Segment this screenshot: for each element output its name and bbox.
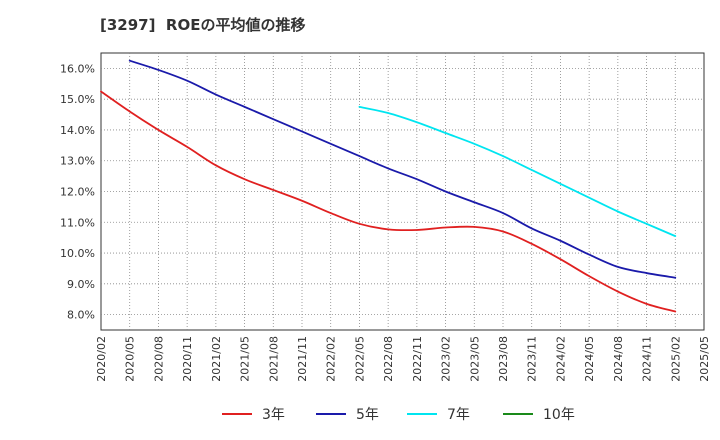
y-tick-label: 15.0% xyxy=(60,93,95,106)
x-tick-label: 2023/05 xyxy=(468,336,481,382)
y-tick-label: 11.0% xyxy=(60,216,95,229)
legend-label-1: 3年 xyxy=(262,407,285,423)
x-tick-label: 2021/02 xyxy=(210,336,223,382)
y-axis-ticks: 8.0% 9.0% 10.0% 11.0% 12.0% 13.0% 14.0% 15.0% 16… xyxy=(60,62,95,321)
series-line-3 xyxy=(358,105,677,238)
x-tick-label: 2025/02 xyxy=(669,336,682,382)
x-tick-label: 2021/11 xyxy=(296,336,309,382)
x-tick-label: 2023/02 xyxy=(440,336,453,382)
y-tick-label: 8.0% xyxy=(67,309,95,322)
x-tick-label: 2020/11 xyxy=(181,336,194,382)
x-tick-label: 2024/11 xyxy=(641,336,654,382)
x-tick-label: 2021/05 xyxy=(239,336,252,382)
grid-lines xyxy=(101,53,704,330)
x-tick-label: 2024/02 xyxy=(554,336,567,382)
y-tick-label: 9.0% xyxy=(67,278,95,291)
x-tick-label: 2020/02 xyxy=(95,336,108,382)
y-tick-label: 14.0% xyxy=(60,124,95,137)
y-tick-label: 12.0% xyxy=(60,186,95,199)
y-tick-label: 13.0% xyxy=(60,155,95,168)
legend-label-4: 10年 xyxy=(543,407,575,423)
x-tick-label: 2020/08 xyxy=(152,336,165,382)
x-tick-label: 2022/08 xyxy=(382,336,395,382)
x-tick-label: 2020/05 xyxy=(124,336,137,382)
x-tick-label: 2024/08 xyxy=(612,336,625,382)
y-tick-label: 16.0% xyxy=(60,62,95,75)
x-tick-label: 2022/11 xyxy=(411,336,424,382)
legend-label-3: 7年 xyxy=(447,407,470,423)
x-tick-label: 2023/08 xyxy=(497,336,510,382)
series-line-2 xyxy=(128,59,677,279)
series-line-1 xyxy=(100,90,677,313)
chart-title: [3297] ROEの平均値の推移 xyxy=(100,16,306,34)
x-tick-label: 2022/02 xyxy=(325,336,338,382)
series-lines xyxy=(100,59,677,313)
x-tick-label: 2025/05 xyxy=(698,336,711,382)
y-tick-label: 10.0% xyxy=(60,247,95,260)
legend-label-2: 5年 xyxy=(356,407,379,423)
x-tick-label: 2024/05 xyxy=(583,336,596,382)
legend: 3年 5年 7年 10年 xyxy=(222,407,575,423)
x-tick-label: 2021/08 xyxy=(267,336,280,382)
x-axis-ticks: 2020/02 2020/05 2020/08 2020/11 2021/02 2021/… xyxy=(95,336,711,382)
x-tick-label: 2023/11 xyxy=(526,336,539,382)
x-tick-label: 2022/05 xyxy=(353,336,366,382)
